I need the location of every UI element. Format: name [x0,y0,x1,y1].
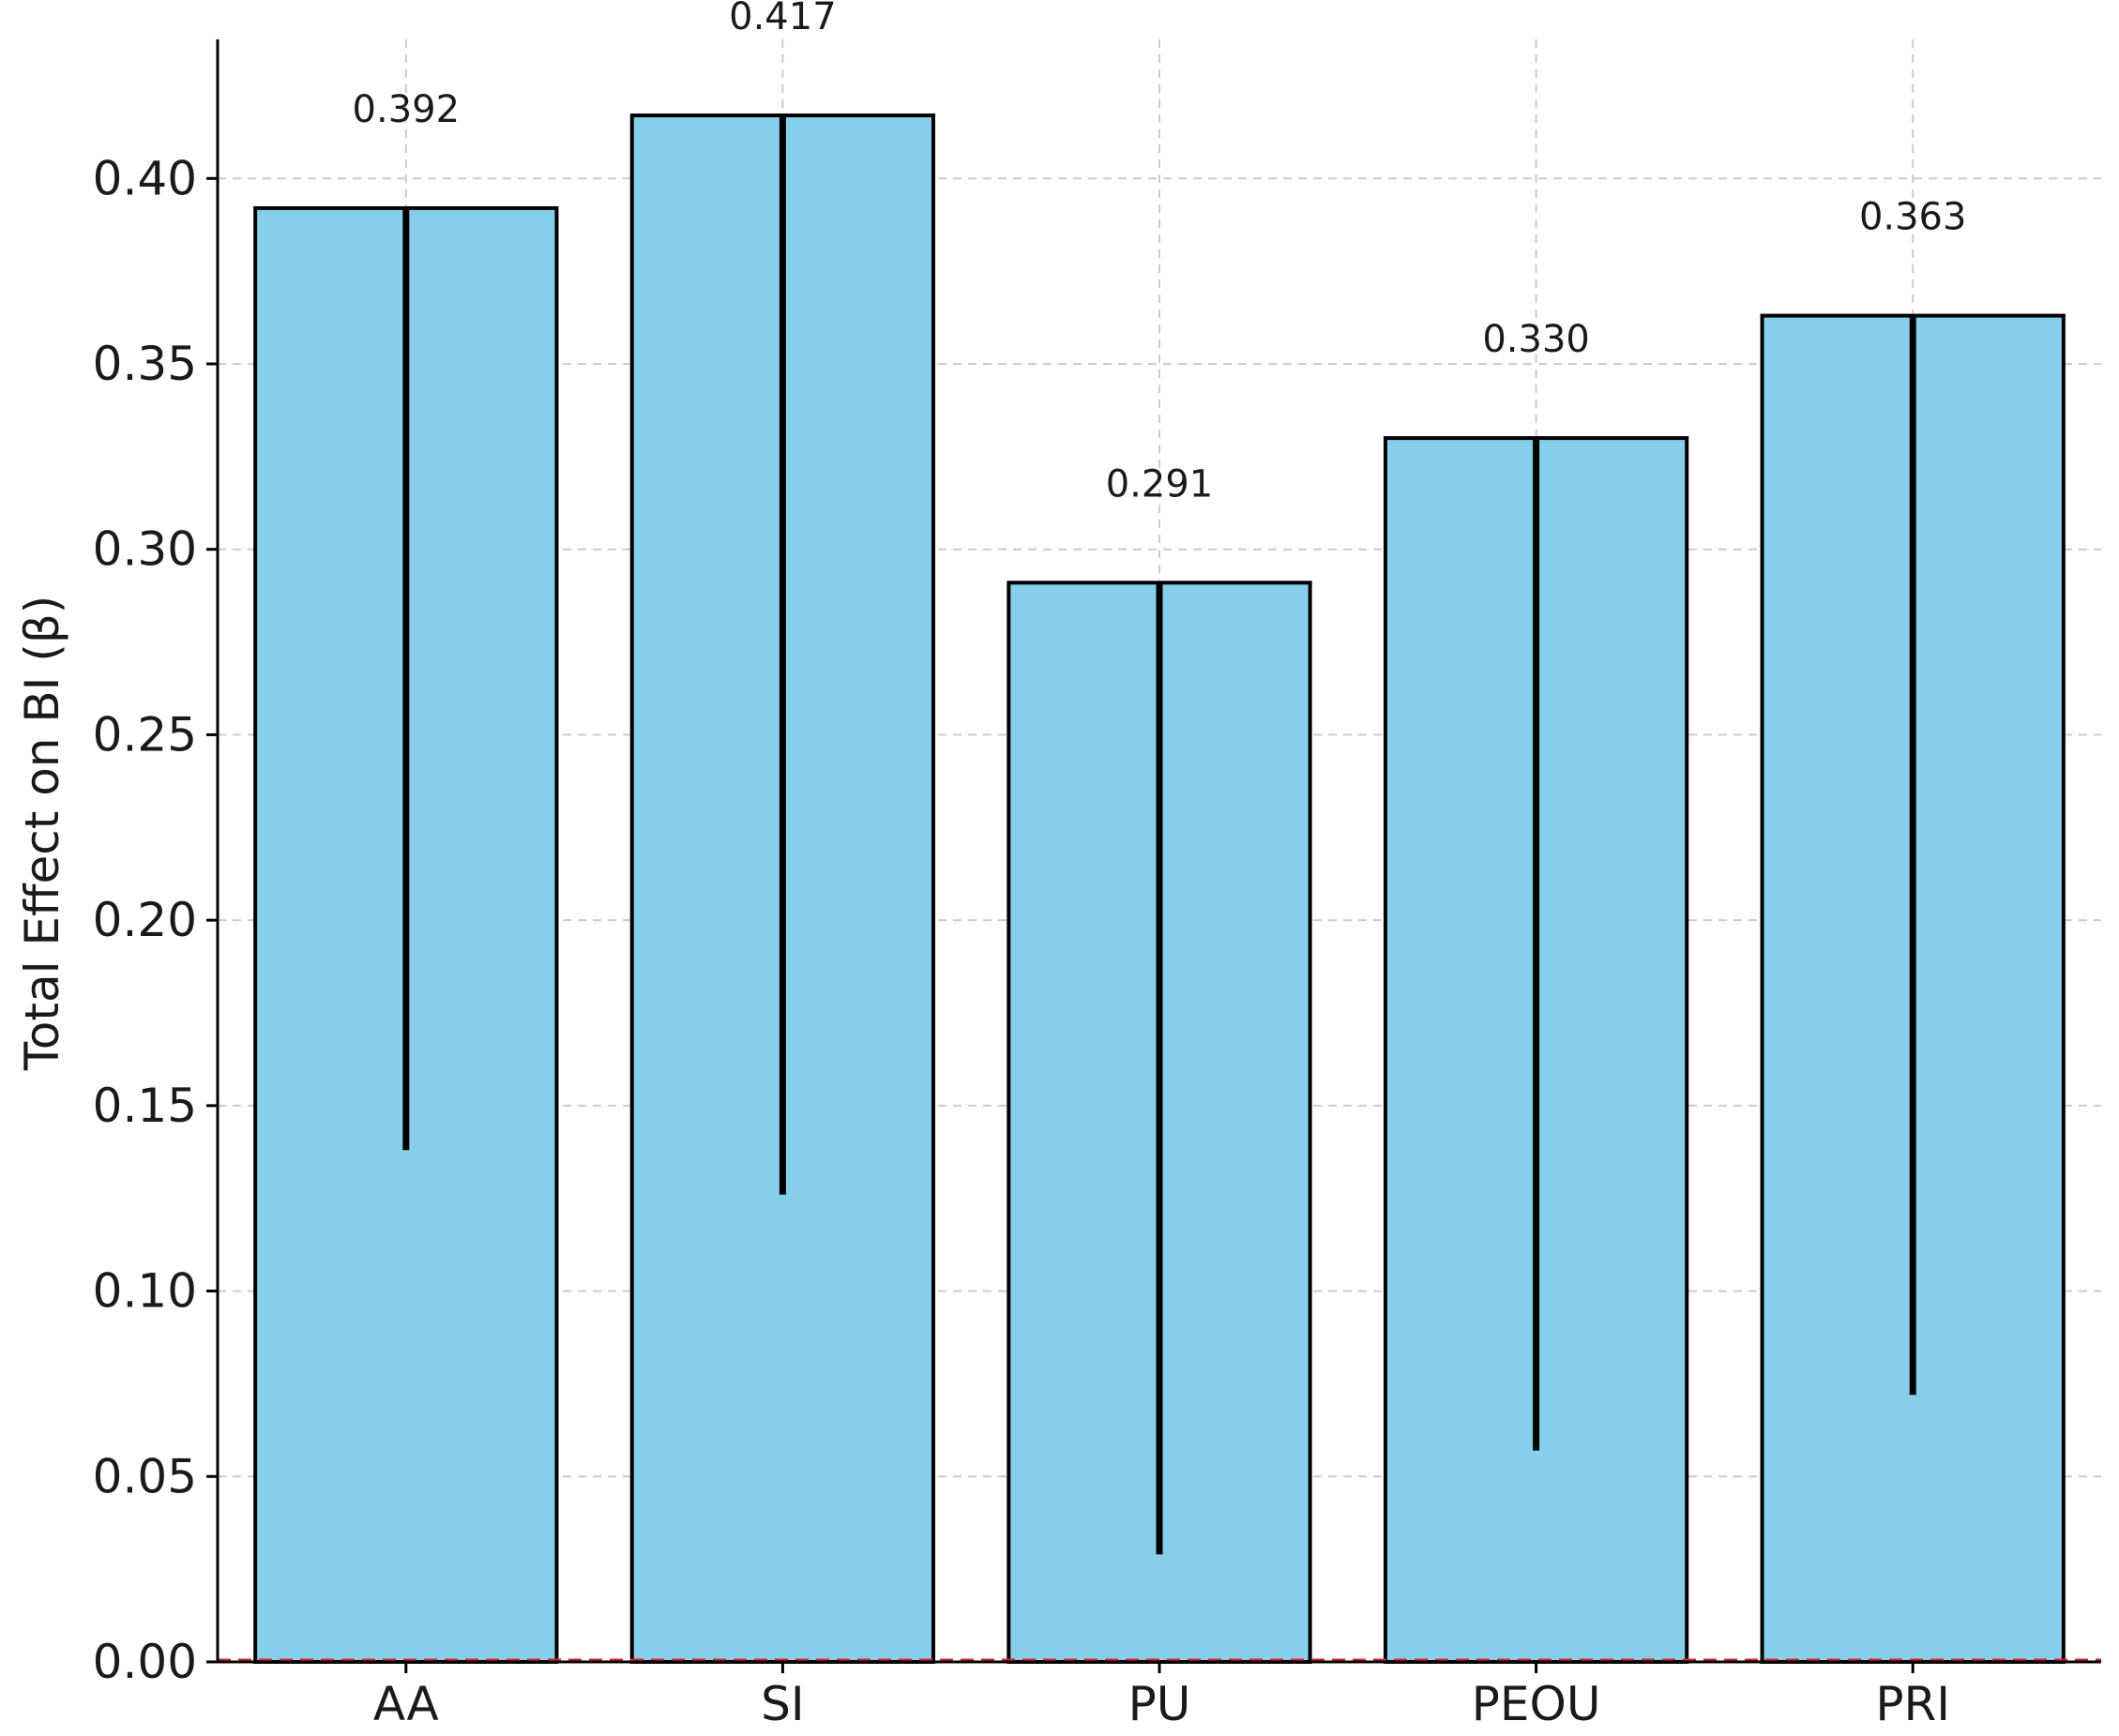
y-tick-label: 0.05 [93,1449,197,1503]
y-axis-title: Total Effect on BI (β) [15,596,69,1072]
bars-layer [253,113,2066,1665]
x-tick-label-pu: PU [1128,1677,1191,1731]
y-tick-label: 0.40 [93,151,197,205]
y-tick-label: 0.00 [93,1635,197,1689]
y-tick-label: 0.35 [93,337,197,391]
x-tick-label-aa: AA [373,1677,439,1731]
labels-layer: 0.00 0.05 0.10 0.15 0.20 0.25 0.30 0.35 0.40 0.39… [93,0,1967,1731]
data-label-aa: 0.392 [353,88,461,131]
data-label-peou: 0.330 [1482,318,1590,361]
x-tick-label-pri: PRI [1875,1677,1950,1731]
y-tick-label: 0.10 [93,1264,197,1319]
x-tick-label-si: SI [761,1677,804,1731]
y-tick-label: 0.15 [93,1079,197,1133]
x-tick-label-peou: PEOU [1472,1677,1601,1731]
y-tick-label: 0.30 [93,522,197,577]
y-tick-label: 0.20 [93,893,197,947]
y-tick-label: 0.25 [93,707,197,762]
data-label-pu: 0.291 [1106,462,1214,506]
axes-layer [206,39,2101,1673]
data-label-pri: 0.363 [1859,196,1967,239]
data-label-si: 0.417 [729,0,837,38]
